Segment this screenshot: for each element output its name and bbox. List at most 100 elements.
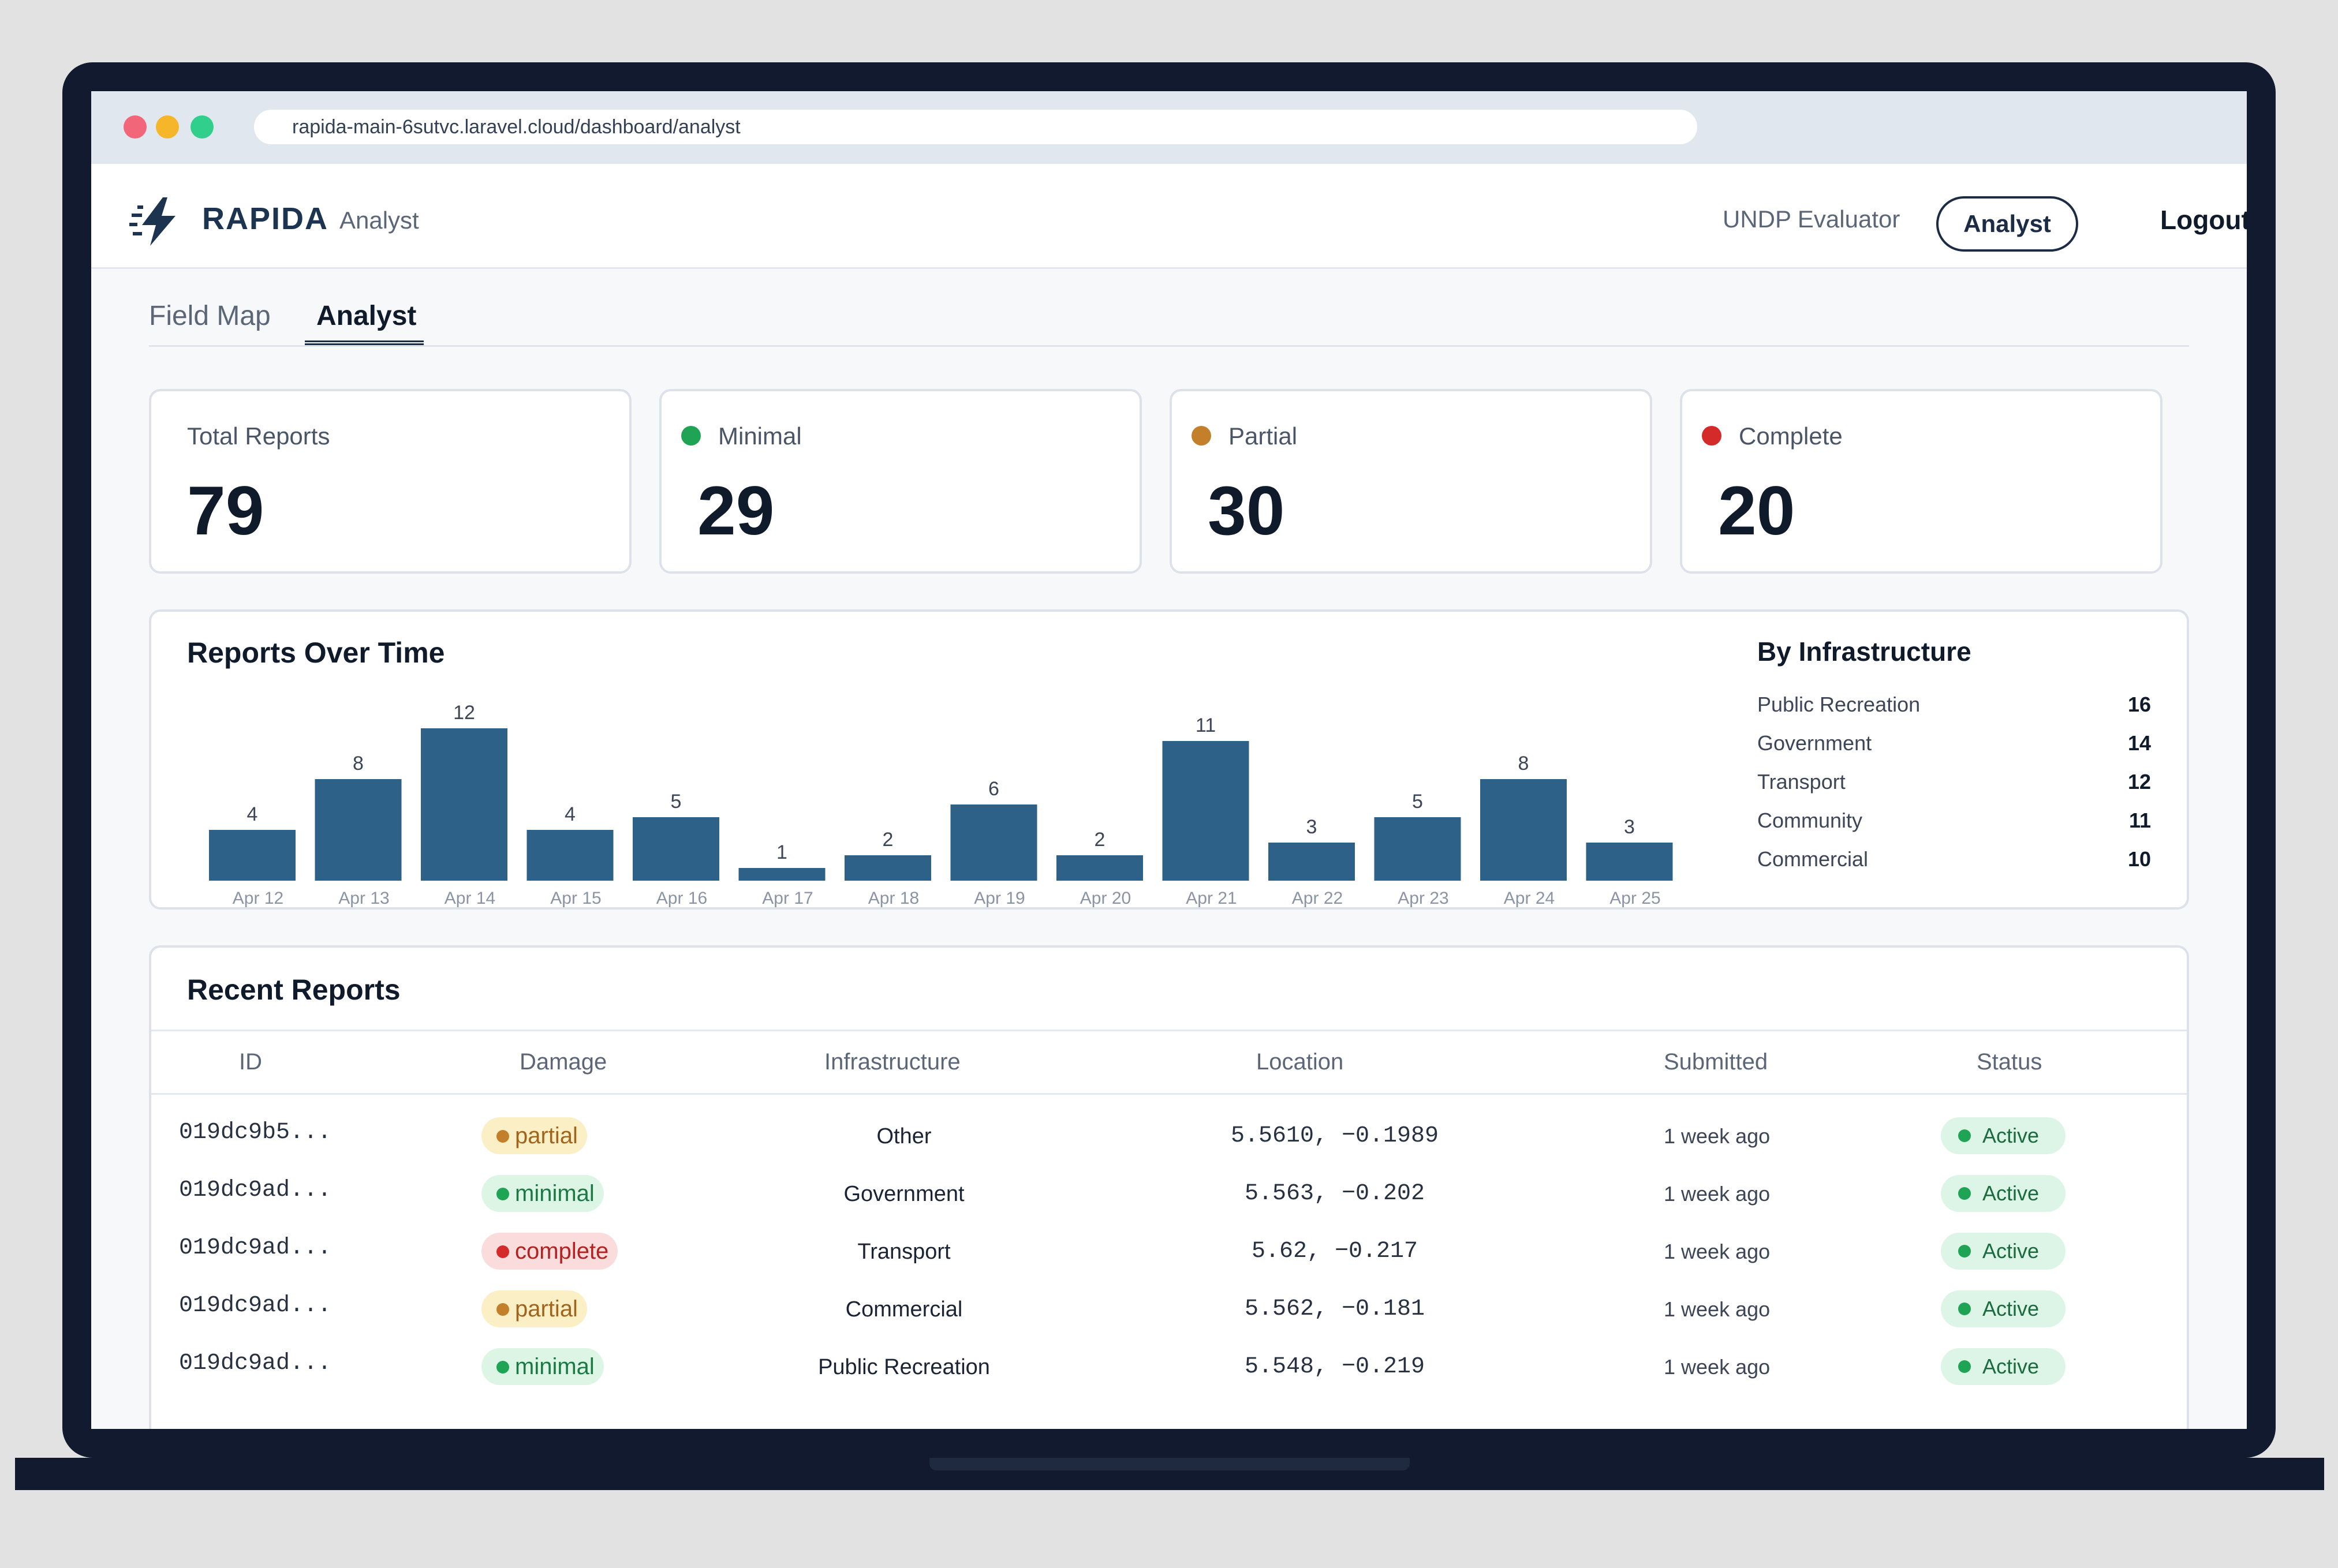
damage-label: partial (515, 1296, 578, 1322)
minimize-window-button[interactable] (156, 115, 179, 139)
tab-field-map[interactable]: Field Map (149, 301, 271, 331)
table-row[interactable]: 019dc9ad... minimal Government 5.563, −0.20… (151, 1173, 2187, 1230)
bar-apr-14[interactable] (421, 728, 507, 881)
status-badge: Active (1941, 1175, 2066, 1212)
status-label: Active (1982, 1181, 2040, 1205)
infrastructure-cell: Government (843, 1182, 965, 1206)
damage-label: partial (515, 1123, 578, 1148)
active-tab-indicator (305, 340, 424, 345)
status-dot-icon (1958, 1245, 1971, 1258)
stat-label: Minimal (718, 422, 802, 450)
bar-apr-23[interactable] (1374, 817, 1461, 881)
address-bar[interactable]: rapida-main-6sutvc.laravel.cloud/dashboa… (254, 110, 1697, 144)
infrastructure-item-label: Commercial (1757, 847, 1869, 871)
status-dot-icon (1958, 1303, 1971, 1315)
bar-value-label: 5 (1412, 791, 1423, 813)
table-row[interactable]: 019dc9b5... partial Other 5.5610, −0.1989 1 … (151, 1115, 2187, 1173)
submitted-cell: 1 week ago (1664, 1182, 1771, 1206)
browser-window: rapida-main-6sutvc.laravel.cloud/dashboa… (91, 91, 2247, 1429)
bar-value-label: 2 (883, 829, 894, 851)
x-tick-label: Apr 23 (1398, 889, 1448, 908)
table-row[interactable]: 019dc9ad... complete Transport 5.62, −0.217… (151, 1230, 2187, 1288)
status-label: Active (1982, 1124, 2040, 1147)
stat-card-partial: Partial 30 (1170, 389, 1652, 574)
recent-reports-title: Recent Reports (187, 974, 401, 1006)
bar-value-label: 3 (1624, 816, 1635, 838)
location-cell: 5.562, −0.181 (1244, 1296, 1425, 1322)
maximize-window-button[interactable] (191, 115, 214, 139)
bar-apr-18[interactable] (845, 855, 931, 881)
report-id[interactable]: 019dc9b5... (179, 1120, 332, 1146)
infrastructure-title: By Infrastructure (1757, 637, 1971, 667)
brand-name[interactable]: RAPIDA (202, 201, 329, 236)
status-badge: Active (1941, 1348, 2066, 1385)
bar-apr-12[interactable] (209, 830, 296, 881)
bar-apr-25[interactable] (1586, 843, 1673, 881)
status-dot-icon (1958, 1187, 1971, 1200)
infrastructure-item-count: 12 (2127, 770, 2151, 794)
location-cell: 5.563, −0.202 (1244, 1181, 1425, 1207)
report-id[interactable]: 019dc9ad... (179, 1293, 332, 1319)
submitted-cell: 1 week ago (1664, 1297, 1771, 1321)
bar-apr-16[interactable] (633, 817, 719, 881)
damage-label: minimal (515, 1354, 595, 1379)
submitted-cell: 1 week ago (1664, 1355, 1771, 1379)
x-tick-label: Apr 20 (1080, 889, 1131, 908)
x-tick-label: Apr 25 (1609, 889, 1660, 908)
status-dot-icon (681, 426, 701, 446)
bar-apr-13[interactable] (315, 779, 402, 881)
infrastructure-cell: Commercial (845, 1297, 963, 1322)
tab-analyst[interactable]: Analyst (316, 301, 417, 331)
stat-value: 20 (1718, 472, 1795, 549)
bar-apr-22[interactable] (1268, 843, 1355, 881)
damage-dot-icon (496, 1188, 509, 1200)
infrastructure-item-count: 16 (2127, 693, 2151, 716)
report-id[interactable]: 019dc9ad... (179, 1350, 332, 1376)
report-id[interactable]: 019dc9ad... (179, 1235, 332, 1261)
recent-reports-card: Recent Reports ID Damage Infrastructure … (149, 945, 2189, 1429)
infrastructure-item-label: Transport (1757, 770, 1846, 794)
bar-apr-24[interactable] (1480, 779, 1567, 881)
report-id[interactable]: 019dc9ad... (179, 1177, 332, 1203)
bar-chart: 4 Apr 12 8 Apr 13 12 Apr 14 4 Apr 15 5 Apr 16 1 Apr… (209, 702, 1673, 908)
damage-label: complete (515, 1238, 609, 1264)
nav-analyst-button[interactable]: Analyst (1936, 196, 2078, 252)
infrastructure-item-count: 14 (2127, 731, 2151, 755)
damage-dot-icon (496, 1361, 509, 1374)
damage-badge: minimal (481, 1348, 604, 1385)
table-row[interactable]: 019dc9ad... partial Commercial 5.562, −0.18… (151, 1288, 2187, 1346)
bar-apr-21[interactable] (1162, 741, 1249, 881)
bar-apr-20[interactable] (1056, 855, 1143, 881)
bar-value-label: 3 (1306, 816, 1317, 838)
table-header-top-border (151, 1030, 2187, 1031)
column-header-infrastructure: Infrastructure (824, 1049, 961, 1075)
logout-button[interactable]: Logout (2160, 205, 2247, 235)
infrastructure-item-count: 11 (2128, 809, 2151, 832)
stat-label: Complete (1739, 422, 1843, 450)
status-badge: Active (1941, 1290, 2066, 1327)
reports-over-time-card: Reports Over Time 4 Apr 12 8 Apr 13 12 Apr 14… (149, 609, 2189, 910)
bar-value-label: 2 (1095, 829, 1105, 851)
bar-apr-19[interactable] (950, 804, 1037, 881)
stat-card-total: Total Reports 79 (149, 389, 632, 574)
x-tick-label: Apr 18 (868, 889, 919, 908)
damage-dot-icon (496, 1303, 509, 1316)
submitted-cell: 1 week ago (1664, 1240, 1771, 1263)
chart-title: Reports Over Time (187, 637, 445, 669)
status-dot-icon (1958, 1360, 1971, 1373)
bar-apr-15[interactable] (526, 830, 614, 881)
table-row[interactable]: 019dc9ad... minimal Public Recreation 5.548… (151, 1346, 2187, 1404)
x-tick-label: Apr 13 (338, 889, 389, 908)
column-header-status: Status (1977, 1049, 2042, 1075)
x-tick-label: Apr 12 (233, 889, 283, 908)
close-window-button[interactable] (124, 115, 147, 139)
status-label: Active (1982, 1354, 2040, 1378)
damage-dot-icon (496, 1245, 509, 1258)
stat-card-minimal: Minimal 29 (659, 389, 1142, 574)
bar-value-label: 4 (247, 803, 258, 825)
bar-apr-17[interactable] (738, 868, 826, 881)
damage-badge: minimal (481, 1175, 604, 1212)
status-label: Active (1982, 1297, 2040, 1320)
nav-undp-evaluator[interactable]: UNDP Evaluator (1723, 205, 1900, 233)
status-dot-icon (1192, 426, 1211, 446)
